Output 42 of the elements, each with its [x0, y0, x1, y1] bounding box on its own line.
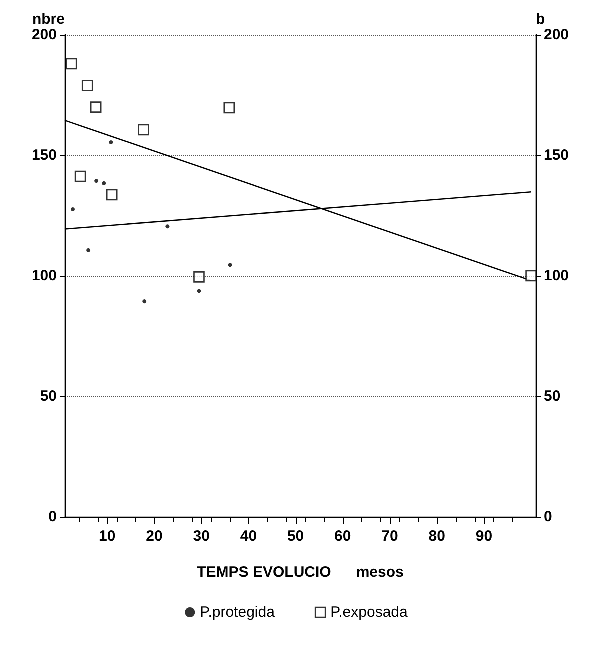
point [197, 289, 202, 294]
y-tick-label: 0 [48, 508, 57, 526]
y2-tick-label: 100 [544, 268, 570, 284]
point [71, 207, 76, 212]
y2-axis-title: b [536, 11, 546, 28]
x-tick-label: 80 [428, 528, 446, 545]
point [90, 102, 102, 113]
legend-label: P.exposada [330, 604, 409, 621]
y-tick-label: 200 [32, 26, 57, 44]
point [224, 102, 236, 114]
y-tick-label: 150 [32, 147, 57, 164]
point [194, 272, 205, 283]
y2-tick-label: 0 [544, 508, 552, 526]
x-tick-label: 60 [334, 528, 352, 545]
x-tick-label: 10 [99, 528, 116, 545]
x-tick-label: 20 [146, 528, 163, 545]
point [109, 140, 114, 144]
x-tick-label: 90 [476, 528, 493, 545]
point [526, 270, 537, 282]
x-axis-title: TEMPS EVOLUCIO mesos [197, 564, 404, 581]
point [106, 189, 118, 201]
point [82, 80, 94, 92]
y-tick-label: 50 [40, 388, 57, 405]
x-tick-label: 40 [240, 528, 258, 545]
y2-tick-label: 150 [544, 147, 570, 164]
legend-label: P.protegida [200, 604, 276, 621]
x-tick-label: 30 [193, 528, 210, 545]
point [74, 170, 86, 182]
y-axis-title: nbre [32, 11, 65, 28]
y2-tick-label: 200 [544, 26, 570, 44]
point [102, 181, 106, 186]
point [166, 224, 170, 229]
point [228, 263, 232, 268]
y2-tick-label: 50 [544, 388, 561, 405]
point [142, 300, 147, 304]
y-tick-label: 100 [32, 268, 57, 284]
x-tick-label: 50 [287, 528, 304, 545]
point [66, 58, 78, 70]
point [86, 248, 91, 252]
point [94, 179, 99, 184]
x-tick-label: 70 [382, 528, 398, 545]
point [138, 124, 150, 136]
